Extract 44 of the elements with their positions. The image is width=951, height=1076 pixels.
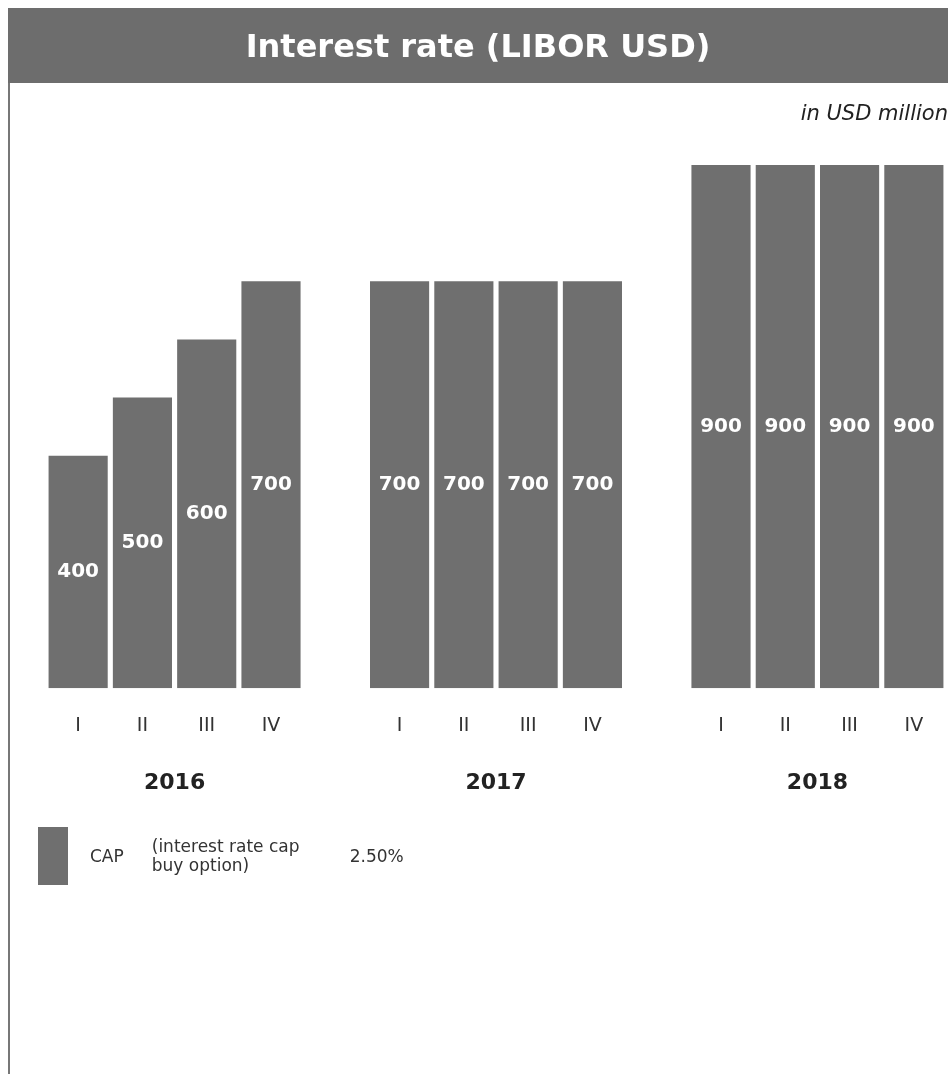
text: 2.50% [349,845,404,866]
data-label: 900 [700,412,742,437]
bar [112,397,172,689]
bar [241,281,301,689]
data-label: 700 [442,470,485,495]
x-tick-label: III [519,712,537,735]
x-tick-label: I [718,712,724,735]
bar [884,165,944,689]
bar [691,165,751,689]
x-tick-label: II [458,712,470,735]
data-label: 600 [185,500,228,524]
bar [177,339,237,689]
x-tick-label: I [75,712,81,735]
bar [755,165,815,689]
bar [48,455,108,689]
text: (interest rate cap buy option) [151,836,301,875]
bar [370,281,430,689]
text: 2018 [786,768,849,794]
x-tick-label: III [198,712,216,735]
text: 2016 [143,768,206,794]
x-tick-label: I [396,712,403,735]
data-label: 700 [507,470,550,495]
data-label: 900 [764,412,807,437]
data-label: 700 [378,470,421,495]
text: CAP [90,846,124,866]
data-label: 700 [571,470,614,495]
chart-subtitle: in USD million [799,100,948,125]
chart-title: Interest rate (LIBOR USD) [8,8,948,83]
x-tick-label: II [136,712,149,735]
x-tick-label: III [841,712,858,735]
data-label: 700 [250,470,292,495]
x-tick-label: II [779,712,791,735]
data-label: 500 [121,529,164,554]
data-label: 900 [828,412,871,437]
x-tick-label: IV [583,712,602,735]
bar [562,281,622,689]
data-label: 900 [892,412,935,437]
bar [434,281,494,689]
text: 2017 [465,768,527,794]
bar [498,281,558,689]
bar [820,165,880,689]
x-tick-label: IV [261,712,281,735]
x-tick-label: IV [904,712,924,735]
data-label: 400 [57,558,100,583]
